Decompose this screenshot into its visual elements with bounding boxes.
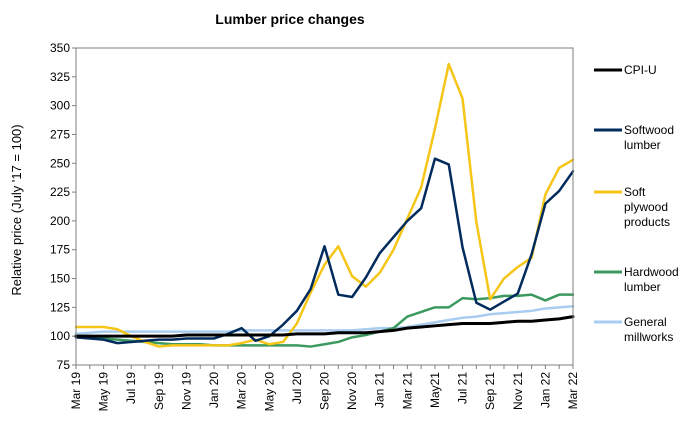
x-tick-label: Nov 19 bbox=[179, 372, 193, 410]
legend-label: millworks bbox=[624, 330, 673, 344]
y-tick-label: 75 bbox=[57, 358, 71, 372]
x-tick-label: Sep 21 bbox=[483, 372, 497, 410]
y-tick-label: 125 bbox=[50, 300, 70, 314]
y-tick-label: 325 bbox=[50, 70, 70, 84]
x-tick-label: Sep 19 bbox=[152, 372, 166, 410]
y-tick-label: 200 bbox=[50, 214, 70, 228]
x-tick-label: Jul 19 bbox=[124, 372, 138, 404]
legend-label: Hardwood bbox=[624, 265, 679, 279]
legend-label: CPI-U bbox=[624, 63, 657, 77]
y-tick-label: 350 bbox=[50, 41, 70, 55]
legend-label: lumber bbox=[624, 138, 661, 152]
y-axis-label: Relative price (July '17 = 100) bbox=[9, 124, 24, 295]
x-tick-label: Jul 21 bbox=[456, 372, 470, 404]
y-tick-label: 300 bbox=[50, 99, 70, 113]
series-line-general-millworks bbox=[74, 304, 575, 336]
legend: CPI-USoftwoodlumberSoftplywoodproductsHa… bbox=[594, 63, 679, 344]
x-tick-label: May21 bbox=[428, 372, 442, 408]
series-line-hardwood-lumber bbox=[74, 293, 575, 348]
x-tick-label: Mar 19 bbox=[69, 372, 83, 410]
y-tick-label: 225 bbox=[50, 185, 70, 199]
x-tick-label: Mar 20 bbox=[235, 372, 249, 410]
y-tick-label: 100 bbox=[50, 329, 70, 343]
legend-label: General bbox=[624, 315, 667, 329]
legend-label: Softwood bbox=[624, 123, 674, 137]
plot-area bbox=[74, 62, 575, 348]
y-tick-label: 275 bbox=[50, 127, 70, 141]
x-tick-label: May 20 bbox=[262, 372, 276, 412]
x-tick-label: Sep 20 bbox=[318, 372, 332, 410]
x-tick-label: Jan 22 bbox=[538, 372, 552, 408]
series-line-soft-plywood-products bbox=[74, 62, 575, 348]
series-line-cpi-u bbox=[74, 315, 575, 338]
x-axis: Mar 19 May 19 Jul 19 Sep 19 Nov 19 Jan 20 Mar … bbox=[69, 365, 580, 411]
y-tick-label: 250 bbox=[50, 156, 70, 170]
chart-title: Lumber price changes bbox=[215, 11, 365, 27]
series-line-softwood-lumber bbox=[74, 157, 575, 345]
x-tick-label: Jan 21 bbox=[373, 372, 387, 408]
y-axis: 75 100 125 150 175 200 225 250 275 300 325 350 bbox=[50, 41, 76, 372]
x-tick-label: Jul 20 bbox=[290, 372, 304, 404]
legend-label: Soft bbox=[624, 185, 646, 199]
plot-frame bbox=[75, 47, 574, 366]
legend-label: products bbox=[624, 215, 670, 229]
x-tick-label: Nov 21 bbox=[511, 372, 525, 410]
x-tick-label: Nov 20 bbox=[345, 372, 359, 410]
x-tick-label: May 19 bbox=[97, 372, 111, 412]
legend-label: lumber bbox=[624, 280, 661, 294]
y-tick-label: 150 bbox=[50, 272, 70, 286]
x-tick-label: Mar 22 bbox=[566, 372, 580, 410]
x-tick-label: Mar 21 bbox=[400, 372, 414, 410]
legend-label: plywood bbox=[624, 200, 668, 214]
x-tick-label: Jan 20 bbox=[207, 372, 221, 408]
y-tick-label: 175 bbox=[50, 243, 70, 257]
